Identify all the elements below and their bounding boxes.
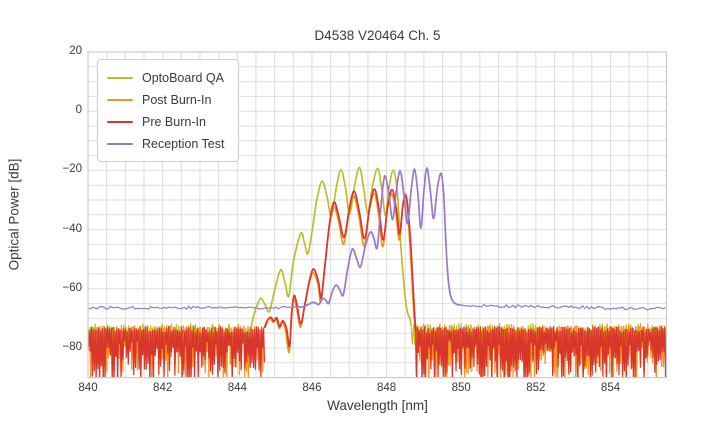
y-tick-label: −40 bbox=[62, 222, 82, 235]
x-tick-label: 842 bbox=[153, 382, 173, 394]
legend-label: Pre Burn-In bbox=[142, 115, 206, 129]
legend-line-sample bbox=[107, 142, 133, 146]
series-noise-reception-test bbox=[88, 305, 302, 310]
x-tick-label: 854 bbox=[600, 382, 621, 394]
legend-line-sample bbox=[107, 98, 133, 102]
legend-label: Reception Test bbox=[142, 137, 225, 151]
y-tick-label: 20 bbox=[69, 45, 82, 57]
series-line-pre-burn-in bbox=[264, 188, 417, 348]
legend-item: Reception Test bbox=[107, 133, 229, 155]
y-tick-label: −80 bbox=[62, 341, 82, 353]
legend: OptoBoard QA Post Burn-In Pre Burn-In Re… bbox=[97, 59, 239, 162]
y-tick-label: −60 bbox=[62, 281, 82, 294]
y-tick-label: 0 bbox=[75, 104, 82, 117]
axis-frame bbox=[87, 51, 668, 379]
series-line-optoboard-qa bbox=[250, 166, 413, 327]
series-noise-pre-burn-in bbox=[415, 326, 667, 378]
legend-label: OptoBoard QA bbox=[142, 71, 224, 85]
series-noise-reception-test bbox=[459, 303, 666, 311]
legend-item: Pre Burn-In bbox=[107, 111, 229, 133]
legend-label: Post Burn-In bbox=[142, 93, 212, 107]
series-layer bbox=[88, 166, 667, 378]
x-axis-label: Wavelength [nm] bbox=[327, 398, 428, 413]
x-tick-label: 840 bbox=[78, 382, 98, 394]
y-tick-label: −20 bbox=[62, 163, 82, 176]
legend-line-sample bbox=[107, 76, 133, 80]
legend-item: Post Burn-In bbox=[107, 89, 229, 111]
series-noise-pre-burn-in bbox=[88, 326, 266, 378]
legend-item: OptoBoard QA bbox=[107, 67, 229, 89]
x-tick-label: 852 bbox=[526, 382, 546, 394]
chart-title: D4538 V20464 Ch. 5 bbox=[314, 28, 441, 43]
legend-line-sample bbox=[107, 120, 133, 124]
x-tick-label: 850 bbox=[451, 382, 471, 394]
series-line-reception-test bbox=[299, 167, 461, 309]
x-tick-label: 844 bbox=[227, 382, 247, 394]
x-tick-label: 846 bbox=[302, 382, 322, 394]
y-axis-label: Optical Power [dB] bbox=[6, 158, 22, 271]
x-tick-label: 848 bbox=[376, 382, 397, 394]
